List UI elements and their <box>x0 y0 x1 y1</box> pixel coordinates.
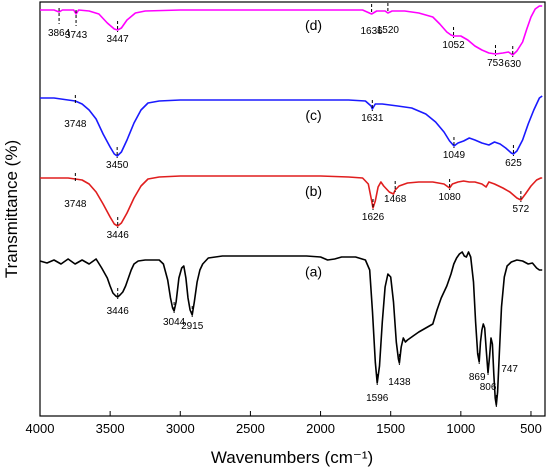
peak-label: 3447 <box>106 34 129 45</box>
plot-frame <box>39 1 546 417</box>
series-label: (a) <box>305 264 322 280</box>
peak-label: 1052 <box>442 40 465 51</box>
x-tick-label: 1000 <box>446 421 475 436</box>
series-line <box>40 175 543 227</box>
peak-label: 1049 <box>443 150 466 161</box>
peak-label: 3748 <box>64 199 87 210</box>
series-line <box>40 95 543 157</box>
series-line <box>40 5 543 56</box>
peak-label: 753 <box>487 58 504 69</box>
x-axis-title: Wavenumbers (cm⁻¹) <box>211 448 373 467</box>
peak-label: 3450 <box>106 160 129 171</box>
peak-label: 1438 <box>388 377 411 388</box>
peak-label: 1080 <box>438 192 461 203</box>
peak-label: 1636 <box>360 26 383 37</box>
peak-label: 3743 <box>65 30 88 41</box>
x-tick-label: 3500 <box>96 421 125 436</box>
peak-label: 806 <box>480 382 497 393</box>
x-tick-label: 2000 <box>306 421 335 436</box>
peak-label: 1520 <box>377 25 400 36</box>
peak-label: 1631 <box>361 113 384 124</box>
y-axis-title: Transmittance (%) <box>2 140 21 278</box>
peak-label: 3044 <box>163 317 186 328</box>
series-line <box>39 251 543 406</box>
series-label: (c) <box>305 107 321 123</box>
peak-label: 625 <box>505 158 522 169</box>
x-tick-label: 3000 <box>166 421 195 436</box>
peak-label: 1596 <box>366 393 389 404</box>
x-tick-label: 1500 <box>376 421 405 436</box>
peak-label: 2915 <box>181 321 204 332</box>
peak-label: 572 <box>513 204 530 215</box>
peak-label: 3446 <box>107 230 130 241</box>
peak-label: 1626 <box>362 212 385 223</box>
x-tick-label: 500 <box>520 421 542 436</box>
x-tick-label: 4000 <box>26 421 55 436</box>
peak-label: 869 <box>469 372 486 383</box>
series-label: (d) <box>305 17 322 33</box>
peak-label: 3748 <box>64 119 87 130</box>
peak-label: 747 <box>501 364 518 375</box>
series-label: (b) <box>305 183 322 199</box>
peak-label: 630 <box>504 59 521 70</box>
x-axis: 4000 3500 3000 2500 2000 1500 1000 500 <box>26 411 542 436</box>
peak-label: 3446 <box>107 306 130 317</box>
peak-label: 1468 <box>384 194 407 205</box>
x-tick-label: 2500 <box>236 421 265 436</box>
peak-label: 3864 <box>48 28 71 39</box>
